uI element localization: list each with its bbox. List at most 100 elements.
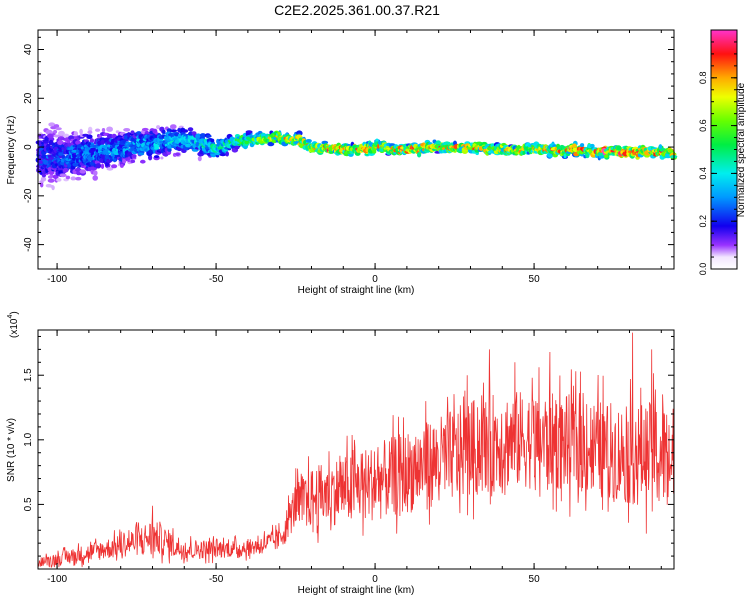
spectrogram-cell	[126, 132, 131, 137]
spectrogram-cell	[47, 171, 55, 175]
spectrogram-cell	[66, 139, 71, 144]
spectrogram-cell	[65, 175, 71, 180]
spectrogram-cell	[75, 176, 82, 181]
colorbar-label: Normalized spectral amplitude	[736, 82, 747, 217]
snr-y-tick-label: 0.5	[23, 497, 34, 511]
spectrogram-cell	[95, 163, 102, 169]
spectrogram-cell	[372, 149, 377, 154]
spectrogram-cell	[47, 133, 54, 139]
snr-y-tick-label: 1.5	[23, 368, 34, 382]
chart-title: C2E2.2025.361.00.37.R21	[274, 2, 440, 18]
spectrogram-cell	[63, 133, 70, 139]
spectrogram-cell	[92, 175, 98, 181]
spectrogram-cell	[48, 122, 56, 127]
spectrogram-x-tick-label: 0	[372, 274, 378, 285]
snr-x-tick-label: 50	[529, 574, 541, 585]
spectrogram-cell	[658, 144, 663, 150]
spectrogram-cell	[522, 151, 526, 155]
colorbar-tick-label: 0.0	[698, 263, 708, 276]
spectrogram-cell	[210, 138, 215, 143]
spectrogram-axes: -100 -50 0 50 -40 -20 0 20 40	[23, 30, 674, 285]
spectrogram-cell	[260, 133, 267, 137]
spectrogram-cell	[113, 158, 117, 163]
spectrogram-cell	[140, 159, 146, 164]
spectrogram-cell	[122, 148, 126, 153]
spectrogram-cell	[55, 127, 62, 131]
spectrogram-cell	[245, 130, 253, 134]
spectrogram-cell	[187, 127, 194, 132]
spectrogram-cell	[305, 139, 312, 143]
spectrogram-cell	[159, 140, 163, 144]
spectrogram-cell	[667, 148, 674, 152]
spectrogram-cell	[43, 158, 48, 165]
snr-y-tick-label: 1.0	[23, 432, 34, 446]
spectrogram-panel: -100 -50 0 50 -40 -20 0 20 40 Height of straight…	[6, 29, 678, 296]
spectrogram-y-tick-label: 20	[23, 92, 34, 104]
colorbar: 0.0 0.2 0.4 0.6 0.8 Normalized spectral ampl…	[698, 29, 747, 276]
spectrogram-cell	[156, 125, 161, 130]
spectrogram-cell	[435, 140, 441, 146]
spectrogram-cell	[101, 145, 109, 149]
spectrogram-cell	[443, 141, 451, 146]
spectrogram-cell	[182, 129, 189, 133]
spectrogram-x-tick-label: -100	[47, 274, 67, 285]
spectrogram-cell	[616, 145, 622, 151]
colorbar-tick-label: 0.8	[698, 72, 708, 85]
spectrogram-cell	[106, 126, 113, 132]
spectrogram-cell	[122, 158, 127, 164]
spectrogram-y-tick-label: -20	[23, 188, 34, 203]
spectrogram-cell	[86, 134, 93, 139]
spectrogram-cell	[75, 168, 81, 171]
spectrogram-cell	[123, 128, 131, 132]
spectrogram-cell	[225, 151, 229, 157]
spectrogram-cell	[158, 135, 164, 140]
spectrogram-cell	[79, 169, 87, 174]
spectrogram-x-axis-label: Height of straight line (km)	[298, 285, 415, 296]
snr-series-line	[37, 332, 675, 568]
colorbar-tick-label: 0.4	[698, 167, 708, 180]
spectrogram-y-tick-label: 0	[23, 144, 34, 150]
spectrogram-cell	[42, 140, 50, 144]
spectrogram-cell	[277, 131, 281, 135]
spectrogram-cell	[40, 176, 47, 182]
snr-x-tick-label: -50	[209, 574, 224, 585]
colorbar-tick-label: 0.2	[698, 215, 708, 228]
snr-panel: -100 -50 0 50 0.5 1.0 1.5 Height of straight l…	[6, 311, 675, 596]
spectrogram-cell	[106, 159, 112, 163]
spectrogram-cell	[195, 133, 202, 139]
spectrogram-cell	[87, 130, 93, 134]
spectrogram-cells	[35, 122, 678, 191]
spectrogram-x-tick-label: 50	[529, 274, 541, 285]
spectrogram-cell	[70, 176, 77, 181]
spectrogram-cell	[100, 139, 106, 145]
spectrogram-cell	[417, 151, 422, 158]
spectrogram-cell	[62, 167, 69, 173]
spectrogram-cell	[197, 156, 202, 162]
spectrogram-cell	[244, 139, 249, 145]
spectrogram-cell	[174, 152, 181, 156]
spectrogram-cell	[563, 153, 567, 159]
spectrogram-cell	[57, 140, 64, 146]
spectrogram-cell	[154, 155, 160, 159]
spectrogram-cell	[93, 170, 98, 176]
spectrogram-cell	[53, 129, 58, 134]
spectrogram-cell	[580, 143, 585, 148]
snr-scale-base: (x10	[9, 318, 20, 338]
spectrogram-x-tick-label: -50	[209, 274, 224, 285]
spectrogram-cell	[130, 130, 135, 134]
spectrogram-cell	[532, 142, 538, 146]
snr-scale-close: )	[9, 311, 20, 314]
spectrogram-cell	[101, 128, 106, 133]
spectrogram-cell	[51, 185, 55, 191]
spectrogram-cell	[205, 134, 212, 138]
spectrogram-cell	[53, 124, 60, 129]
spectrogram-frame	[37, 29, 675, 270]
spectrogram-cell	[234, 145, 240, 150]
spectrogram-cell	[106, 167, 114, 171]
spectrogram-cell	[58, 152, 63, 156]
spectrogram-cell	[590, 143, 595, 149]
snr-scale-label: (x104)	[7, 311, 20, 338]
spectrogram-cell	[111, 164, 118, 169]
spectrogram-cell	[59, 173, 67, 178]
